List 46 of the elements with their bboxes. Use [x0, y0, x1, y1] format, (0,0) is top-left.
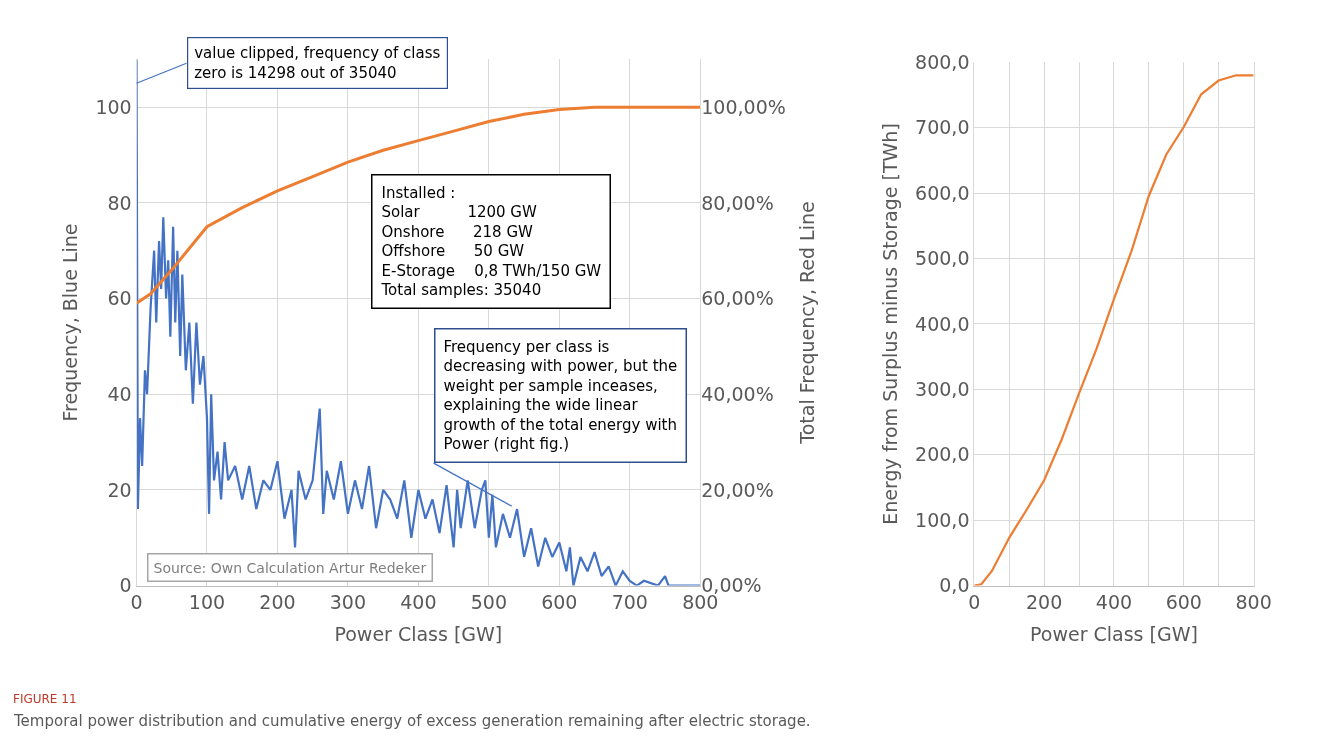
- y2-tick-label: 0,00%: [701, 574, 762, 597]
- x-tick-label: 200: [259, 591, 296, 614]
- y-tick-label: 400,0: [915, 312, 970, 335]
- annotation: value clipped, frequency of class zero is 14298 out of 35040: [194, 44, 441, 82]
- annotation: Frequency per class is decreasing with power, but the weight per sample inceases, explaining the wide linear growth of the total energy with Power (right fig.): [443, 337, 678, 453]
- x-tick-label: 700: [611, 591, 648, 614]
- y2-tick-label: 20,00%: [701, 478, 774, 501]
- y-tick-label: 800,0: [915, 50, 970, 73]
- x-tick-label: 100: [188, 591, 226, 614]
- y2-tick-label: 80,00%: [701, 191, 774, 214]
- y-tick-label: 500,0: [915, 247, 970, 270]
- y2-axis-title: Total Frequency, Red Line: [795, 201, 818, 445]
- y2-tick-label: 40,00%: [701, 382, 774, 405]
- y2-tick-label: 60,00%: [701, 287, 774, 310]
- y-tick-label: 0: [119, 574, 132, 597]
- line-series: [136, 105, 701, 305]
- y-tick-label: 300,0: [915, 378, 970, 400]
- x-tick-label: 500: [470, 591, 507, 614]
- caption: FIGURE 11: [13, 692, 77, 706]
- annotation: Installed : Solar 1200 GW Onshore 218 GW Offshore 50 GW E-Storage 0,8 TWh/150 GW Total samples: 35040: [380, 183, 602, 299]
- x-tick-label: 600: [541, 591, 578, 614]
- x-tick-label: 400: [400, 591, 437, 614]
- y-tick-label: 100: [95, 95, 132, 118]
- x-axis-title: Power Class [GW]: [1030, 623, 1198, 646]
- y-tick-label: 0,0: [939, 574, 970, 597]
- y-axis-title: Frequency, Blue Line: [59, 223, 82, 422]
- x-tick-label: 300: [329, 591, 367, 614]
- annotation: Source: Own Calculation Artur Redeker: [153, 559, 427, 576]
- y2-tick-label: 100,00%: [701, 95, 786, 118]
- y-tick-label: 100,0: [915, 508, 970, 531]
- x-tick-label: 400: [1095, 591, 1133, 614]
- x-tick-label: 200: [1026, 591, 1063, 614]
- y-tick-label: 700,0: [915, 116, 970, 139]
- line-series: [974, 74, 1254, 586]
- y-axis-title: Energy from Surplus minus Storage [TWh]: [878, 123, 901, 525]
- text: Temporal power distribution and cumulative energy of excess generation remaining after electric storage.: [13, 712, 811, 730]
- x-tick-label: 800: [1235, 591, 1272, 614]
- y-tick-label: 80: [107, 191, 132, 214]
- y-tick-label: 200,0: [915, 443, 970, 466]
- line-series: [136, 59, 701, 586]
- x-tick-label: 600: [1165, 591, 1202, 614]
- y-tick-label: 40: [107, 382, 132, 405]
- x-axis-title: Power Class [GW]: [334, 623, 503, 646]
- y-tick-label: 60: [107, 287, 132, 310]
- y-tick-label: 20: [107, 478, 132, 501]
- y-tick-label: 600,0: [915, 181, 970, 204]
